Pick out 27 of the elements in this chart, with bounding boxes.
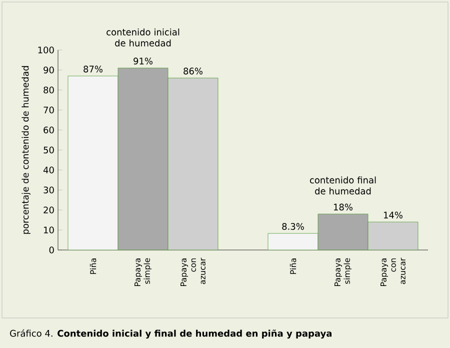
y-tick-label: 50 xyxy=(44,146,54,154)
y-tick-label: 60 xyxy=(44,126,54,134)
data-label: 87% xyxy=(84,66,103,72)
text: Gráfico 4. Contenido inicial y final de humedad en piña y papaya xyxy=(10,329,332,339)
y-tick-label: 90 xyxy=(44,66,54,74)
x-tick-label: Papaya simple xyxy=(134,258,152,286)
y-tick-label: 100 xyxy=(38,46,54,54)
x-tick-label: Papaya simple xyxy=(334,258,352,286)
y-tick-label: 20 xyxy=(44,206,54,214)
x-tick-label: Papaya con azucar xyxy=(380,258,406,286)
annotation: contenido final de humedad xyxy=(310,176,376,194)
y-tick-label: 70 xyxy=(44,106,54,114)
data-label: 8.3% xyxy=(282,223,304,230)
y-tick-label: 80 xyxy=(44,86,54,94)
text: contenido inicial de humedad xyxy=(106,28,180,46)
x-tick-label: Piña xyxy=(290,258,296,274)
data-label: 14% xyxy=(384,212,403,218)
y-tick-label: 30 xyxy=(44,186,54,194)
data-label: 86% xyxy=(184,68,203,74)
y-tick-label: 40 xyxy=(43,166,54,174)
x-tick-label: Papaya con azucar xyxy=(180,258,206,286)
y-tick-label: 10 xyxy=(44,226,54,234)
x-tick-label: Piña xyxy=(90,258,96,274)
data-label: 18% xyxy=(334,204,353,210)
y-axis-title: porcentaje de contenido de humedad xyxy=(22,66,30,234)
data-label: 91% xyxy=(134,58,153,64)
y-tick-label: 0 xyxy=(49,246,54,254)
